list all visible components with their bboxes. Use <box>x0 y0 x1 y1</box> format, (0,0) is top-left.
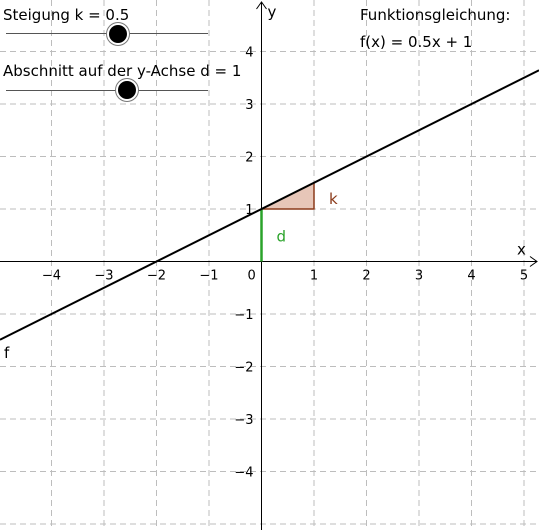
function-line[interactable] <box>0 69 539 341</box>
intercept-slider-label: Abschnitt auf der y-Achse d = 1 <box>3 62 242 80</box>
x-tick-label: 5 <box>520 269 528 284</box>
y-tick-label: −3 <box>234 413 253 428</box>
x-tick-label: 4 <box>467 269 475 284</box>
origin-label: 0 <box>248 269 256 284</box>
y-tick-label: 4 <box>245 46 253 61</box>
equation-heading: Funktionsgleichung: <box>360 6 511 24</box>
tick-labels: −4 −3 −2 −1 1 2 3 4 5 −4 −3 −2 −1 1 2 3 4 <box>42 46 528 481</box>
y-tick-label: −4 <box>234 466 253 481</box>
x-axis-label: x <box>517 241 526 259</box>
y-axis-arrow-icon <box>256 1 267 10</box>
x-tick-label: −1 <box>199 269 218 284</box>
slope-slider-track[interactable] <box>6 33 208 34</box>
x-tick-label: 1 <box>310 269 318 284</box>
y-tick-label: 3 <box>245 98 253 113</box>
x-tick-label: 3 <box>415 269 423 284</box>
y-tick-label: −2 <box>234 361 253 376</box>
x-tick-label: −2 <box>147 269 166 284</box>
x-tick-label: 2 <box>362 269 370 284</box>
intercept-label: d <box>277 227 287 245</box>
x-axis-arrow-icon <box>529 256 538 267</box>
x-tick-label: −3 <box>94 269 113 284</box>
intercept-slider-handle[interactable] <box>118 81 136 99</box>
y-tick-label: 1 <box>245 203 253 218</box>
function-label: f <box>4 344 10 362</box>
y-tick-label: 2 <box>245 151 253 166</box>
y-tick-label: −1 <box>234 308 253 323</box>
slope-slider-handle[interactable] <box>109 25 127 43</box>
intercept-slider-track[interactable] <box>6 90 208 91</box>
y-axis-label: y <box>268 3 277 21</box>
equation-text: f(x) = 0.5x + 1 <box>360 33 473 51</box>
slope-slider-label: Steigung k = 0.5 <box>3 6 130 24</box>
x-tick-label: −4 <box>42 269 61 284</box>
slope-label: k <box>329 190 338 208</box>
